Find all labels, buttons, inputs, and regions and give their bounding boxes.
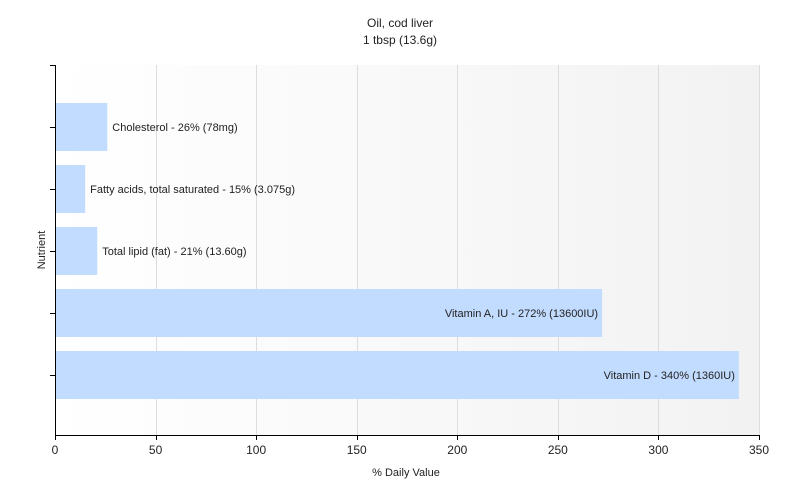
x-tick-label: 150 bbox=[347, 443, 367, 457]
bar-vitamin-a-iu bbox=[56, 289, 603, 337]
x-tick-label: 100 bbox=[246, 443, 266, 457]
y-axis-label: Nutrient bbox=[36, 231, 48, 270]
bar-label: Fatty acids, total saturated - 15% (3.07… bbox=[90, 184, 295, 196]
chart-title: Oil, cod liver bbox=[367, 16, 433, 30]
x-tick-label: 300 bbox=[648, 443, 668, 457]
bar-vitamin-d bbox=[56, 351, 739, 399]
bar-total-lipid-fat bbox=[56, 227, 98, 275]
x-tick-label: 350 bbox=[749, 443, 769, 457]
bar-fatty-acids-total-saturated bbox=[56, 165, 86, 213]
bar-label: Total lipid (fat) - 21% (13.60g) bbox=[102, 246, 246, 258]
chart-subtitle: 1 tbsp (13.6g) bbox=[363, 33, 437, 47]
x-tick-label: 50 bbox=[149, 443, 163, 457]
bar-label: Vitamin A, IU - 272% (13600IU) bbox=[445, 308, 598, 320]
bar-cholesterol bbox=[56, 103, 108, 151]
bar-label: Cholesterol - 26% (78mg) bbox=[112, 122, 237, 134]
x-tick-label: 250 bbox=[548, 443, 568, 457]
bar-label: Vitamin D - 340% (1360IU) bbox=[604, 370, 735, 382]
x-tick-label: 0 bbox=[52, 443, 59, 457]
x-tick-label: 200 bbox=[447, 443, 467, 457]
x-axis-label: % Daily Value bbox=[372, 467, 440, 479]
